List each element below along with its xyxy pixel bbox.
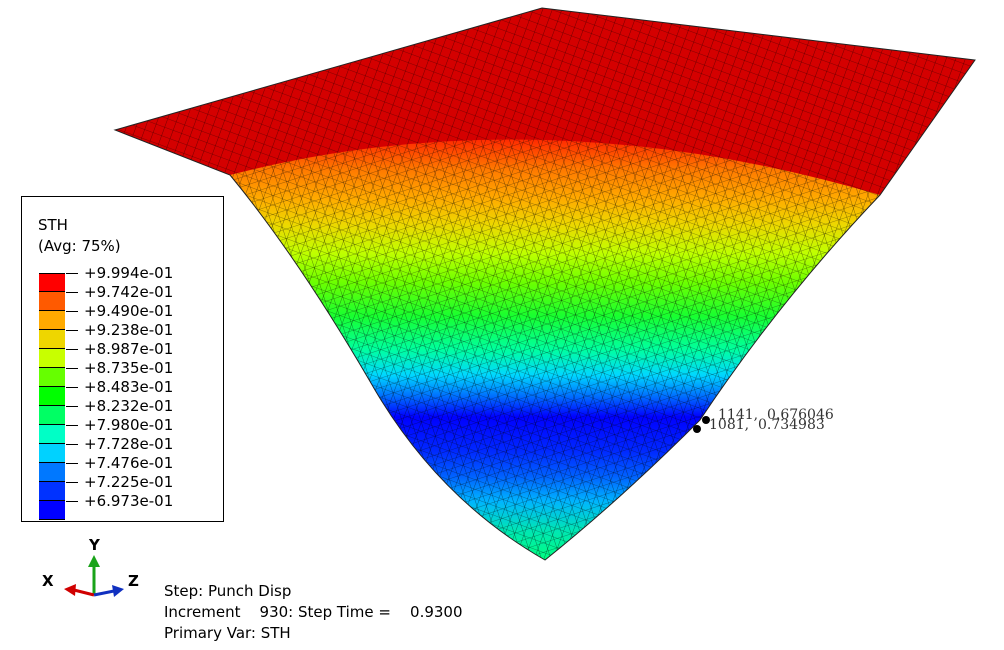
probe-marker-1141[interactable] (702, 416, 710, 424)
legend-value: +8.483e-01 (66, 378, 173, 397)
legend-value: +7.476e-01 (66, 454, 173, 473)
legend-swatch (39, 368, 65, 387)
probe-marker-1081[interactable] (693, 425, 701, 433)
legend-value: +8.735e-01 (66, 359, 173, 378)
legend-value: +8.232e-01 (66, 397, 173, 416)
legend-value: +8.987e-01 (66, 340, 173, 359)
legend-value: +9.742e-01 (66, 283, 173, 302)
legend-swatch (39, 406, 65, 425)
mesh-bowl-grid-b (230, 139, 880, 560)
legend-value: +7.980e-01 (66, 416, 173, 435)
legend-swatch (39, 501, 65, 520)
legend-value: +7.225e-01 (66, 473, 173, 492)
mesh-rim-back-grid (115, 8, 975, 195)
legend-swatch (39, 273, 65, 292)
legend-color-bar (39, 273, 65, 520)
legend-swatch (39, 425, 65, 444)
axis-label-y: Y (88, 536, 101, 554)
legend-swatch (39, 330, 65, 349)
legend-swatch (39, 444, 65, 463)
legend-value: +9.490e-01 (66, 302, 173, 321)
legend-swatch (39, 349, 65, 368)
legend-value: +6.973e-01 (66, 492, 173, 511)
legend-title: STH (38, 216, 68, 234)
probe-label-1141: 1141, 0.676046 (718, 407, 834, 423)
x-arrow-icon (64, 584, 76, 596)
axis-label-z: Z (128, 572, 139, 590)
axis-triad: Y X Z (42, 536, 139, 597)
legend-value: +9.994e-01 (66, 264, 173, 283)
legend-value-list: +9.994e-01 +9.742e-01 +9.490e-01 +9.238e-01… (66, 264, 173, 511)
y-arrow-icon (88, 555, 100, 567)
step-info: Step: Punch Disp (164, 582, 292, 600)
z-arrow-icon (112, 585, 124, 597)
axis-label-x: X (42, 572, 54, 590)
contour-legend: STH (Avg: 75%) +9.994e-01 +9.742e-01 +9.49… (21, 196, 224, 522)
legend-value: +9.238e-01 (66, 321, 173, 340)
legend-swatch (39, 292, 65, 311)
legend-value: +7.728e-01 (66, 435, 173, 454)
legend-swatch (39, 311, 65, 330)
legend-swatch (39, 482, 65, 501)
legend-swatch (39, 387, 65, 406)
primary-var-info: Primary Var: STH (164, 624, 291, 642)
legend-swatch (39, 463, 65, 482)
legend-subtitle: (Avg: 75%) (38, 237, 121, 255)
increment-info: Increment 930: Step Time = 0.9300 (164, 603, 463, 621)
mesh-outline (113, 7, 976, 561)
probe-label-1081: 1081, 0.734983 (709, 417, 825, 433)
